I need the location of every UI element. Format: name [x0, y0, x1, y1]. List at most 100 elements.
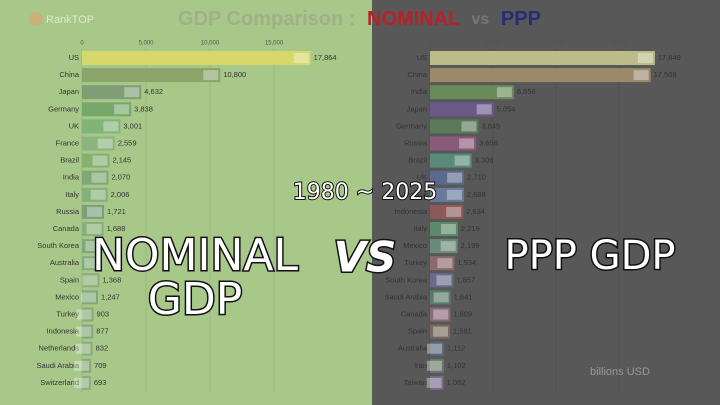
flag: [633, 70, 649, 81]
bar: [430, 102, 494, 117]
title-vs: vs: [472, 11, 490, 28]
flag: [92, 155, 108, 166]
category-label: Germany: [396, 121, 427, 130]
bar: [82, 256, 102, 271]
flag: [76, 326, 92, 337]
value-label: 5,054: [497, 104, 516, 113]
title-nominal: NOMINAL: [367, 8, 460, 30]
value-label: 3,001: [123, 121, 142, 130]
category-label: India: [63, 173, 80, 182]
value-label: 709: [94, 361, 107, 370]
x-tick-label: 15,000: [610, 41, 629, 47]
flag: [433, 326, 449, 337]
category-label: Italy: [413, 224, 427, 233]
value-label: 17,849: [658, 53, 681, 62]
value-label: 877: [96, 327, 109, 336]
value-label: 1,641: [454, 292, 473, 301]
value-label: 1,934: [457, 258, 476, 267]
versus: VS: [334, 233, 397, 282]
bar: [82, 324, 94, 339]
category-label: Mexico: [55, 292, 79, 301]
x-tick-label: 10,000: [547, 41, 566, 47]
flag: [433, 292, 449, 303]
x-tick-label: 15,000: [265, 41, 284, 47]
value-label: 2,559: [118, 138, 137, 147]
bar: [430, 358, 444, 373]
category-label: Spain: [60, 275, 79, 284]
x-tick-label: 0: [428, 41, 432, 47]
bar: [430, 136, 477, 151]
category-label: Indonesia: [46, 327, 79, 336]
bar: [430, 324, 451, 339]
flag: [73, 377, 89, 388]
charts: 0 5,000 10,000 15,000 US 17,864 China 10,800 Jap…: [36, 41, 681, 392]
category-label: UK: [69, 121, 79, 130]
bar: [430, 341, 445, 356]
category-label: Saudi Arabia: [384, 292, 427, 301]
flag: [476, 104, 492, 115]
flag: [76, 309, 92, 320]
bar: [430, 222, 458, 236]
bar: [82, 68, 221, 83]
value-label: 2,199: [461, 241, 480, 250]
bar: [82, 119, 121, 134]
category-label: Japan: [59, 87, 79, 96]
flag: [426, 360, 442, 371]
category-label: Australia: [398, 344, 428, 353]
bar: [430, 68, 651, 83]
flag: [637, 53, 653, 63]
flag: [97, 138, 113, 149]
title: GDP Comparison : NOMINAL vs PPP: [178, 8, 541, 30]
flag: [293, 53, 309, 63]
value-label: 17,509: [654, 70, 677, 79]
flag: [437, 258, 453, 269]
bar: [82, 290, 98, 305]
category-label: Taiwan: [404, 378, 427, 387]
bar: [82, 341, 93, 356]
bar: [430, 170, 465, 185]
flag: [427, 343, 443, 354]
flag: [461, 121, 477, 132]
category-label: South Korea: [385, 275, 428, 284]
bar: [82, 204, 105, 219]
category-label: Turkey: [404, 258, 427, 267]
x-tick-label: 5,000: [138, 41, 154, 47]
value-label: 3,838: [134, 104, 153, 113]
value-label: 2,710: [467, 173, 486, 182]
bar: [82, 358, 92, 373]
bar: [430, 273, 454, 288]
value-label: 3,658: [479, 138, 498, 147]
bar: [430, 239, 458, 254]
value-label: 3,845: [481, 121, 500, 130]
bar: [430, 290, 451, 305]
flag: [446, 189, 462, 200]
category-label: Mexico: [403, 241, 427, 250]
value-label: 1,721: [107, 207, 126, 216]
flag: [74, 360, 90, 371]
category-label: Brazil: [60, 156, 79, 165]
bar: [430, 51, 655, 65]
flag: [80, 292, 96, 303]
category-label: China: [59, 70, 79, 79]
flag: [90, 189, 106, 200]
category-label: Canada: [401, 309, 428, 318]
bar: [430, 204, 464, 219]
bar: [82, 136, 115, 151]
value-label: 2,006: [111, 190, 130, 199]
flag: [82, 275, 98, 286]
flag: [459, 138, 475, 149]
category-label: China: [407, 70, 427, 79]
bar: [82, 307, 94, 322]
bar: [82, 85, 142, 100]
flag: [454, 155, 470, 166]
category-label: Russia: [404, 138, 428, 147]
logo: RankTOP: [46, 14, 94, 26]
flag: [496, 87, 512, 98]
flag: [426, 377, 442, 388]
title-ppp: PPP: [501, 8, 541, 30]
bar: [82, 51, 311, 65]
title-prefix: GDP Comparison :: [178, 8, 355, 30]
value-label: 693: [94, 378, 107, 387]
flag: [203, 70, 219, 81]
flag: [87, 206, 103, 217]
